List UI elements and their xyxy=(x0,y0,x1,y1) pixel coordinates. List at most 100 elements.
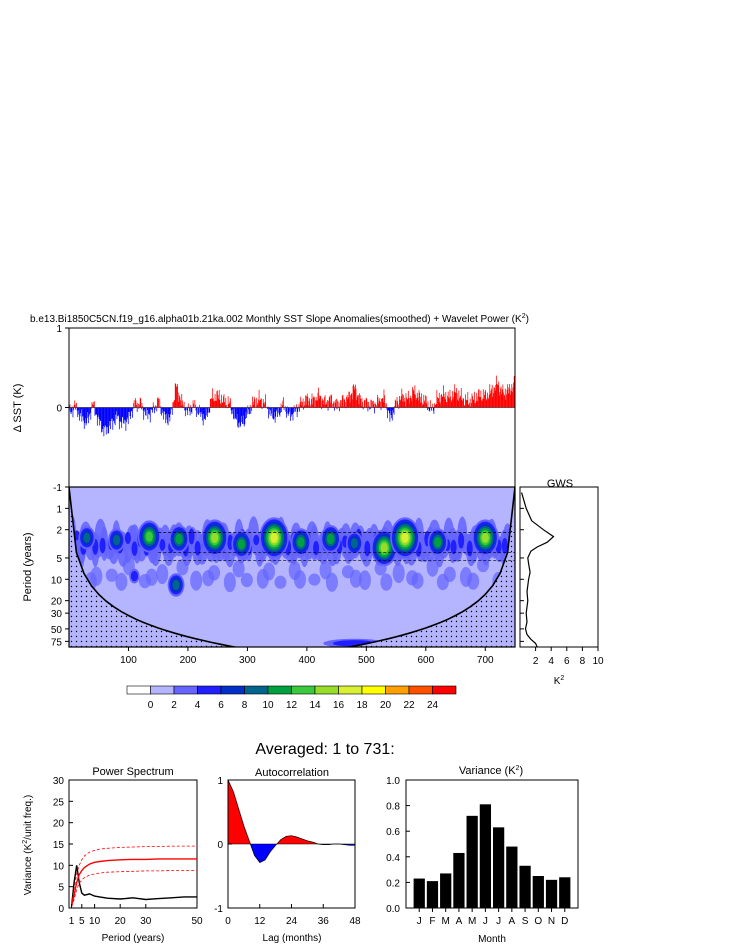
variance-bar xyxy=(440,873,452,908)
sst-bar xyxy=(290,407,292,417)
sst-bar xyxy=(401,388,403,408)
sst-bar xyxy=(130,407,131,419)
colorbar-label: 8 xyxy=(242,700,248,711)
sst-bar xyxy=(145,407,146,416)
sst-bar xyxy=(473,399,475,408)
sst-bar xyxy=(439,402,441,408)
sst-bar xyxy=(206,407,208,416)
sst-bar xyxy=(455,393,457,408)
ps-x-tick-label: 30 xyxy=(140,916,152,927)
sst-bar xyxy=(257,403,259,408)
ac-bar xyxy=(235,798,237,845)
ps-y-ticks: 0 5 10 15 20 25 30 xyxy=(53,776,73,915)
colorbar: 0 2 4 6 8 10 12 14 16 18 20 22 24 xyxy=(126,685,457,711)
sst-bar xyxy=(191,407,193,414)
sst-bar xyxy=(488,394,490,408)
sst-bar xyxy=(171,407,173,410)
ac-bar xyxy=(287,836,289,845)
sst-bar xyxy=(148,407,149,414)
sst-bar xyxy=(137,403,139,408)
sst-bar xyxy=(323,404,325,408)
wavelet-contour-blob xyxy=(466,540,473,557)
sst-bar xyxy=(243,407,244,416)
cone-of-influence-hatch xyxy=(69,487,515,647)
sst-bar xyxy=(467,391,469,408)
wavelet-contour-blob xyxy=(176,559,189,576)
sst-bar xyxy=(256,397,258,408)
ac-bar xyxy=(272,844,274,850)
sst-bar xyxy=(227,396,229,408)
wavelet-contour-blob xyxy=(105,568,118,582)
sst-bar xyxy=(121,407,123,418)
sst-bar xyxy=(418,400,419,408)
sst-bar xyxy=(204,407,206,420)
wavelet-x-tick-label: 500 xyxy=(358,655,375,666)
sst-bar xyxy=(303,405,305,408)
sst-bar xyxy=(81,407,83,422)
sst-bar xyxy=(315,396,317,408)
sst-bar xyxy=(432,403,434,408)
sst-bar xyxy=(491,384,493,408)
sst-bar xyxy=(155,405,157,408)
sst-bar xyxy=(414,385,416,408)
ps-y-tick-label: 15 xyxy=(53,840,65,851)
sst-bar xyxy=(134,407,136,409)
var-x-tick-label: N xyxy=(548,916,555,927)
sst-bar xyxy=(176,386,178,408)
sst-bar xyxy=(428,407,430,411)
colorbar-swatch xyxy=(197,685,222,695)
sst-bar xyxy=(82,407,84,417)
sst-bar xyxy=(92,405,94,408)
ac-xlabel: Lag (months) xyxy=(263,933,322,944)
sst-bar xyxy=(229,401,231,408)
sst-bar xyxy=(202,407,204,426)
sst-bar xyxy=(421,402,423,408)
sst-bar xyxy=(372,400,374,408)
sst-bar xyxy=(395,400,397,408)
sst-bar xyxy=(201,407,202,413)
sst-bar xyxy=(203,407,205,419)
ac-x-tick-label: 12 xyxy=(254,916,266,927)
sst-bar xyxy=(105,407,107,426)
var-x-tick-label: A xyxy=(509,916,516,927)
sst-bar xyxy=(189,407,191,416)
sst-bar xyxy=(122,407,124,417)
sst-bar xyxy=(317,392,319,408)
sst-bar xyxy=(217,394,219,408)
colorbar-swatch xyxy=(173,685,198,695)
sst-bar xyxy=(506,394,507,408)
sst-bar xyxy=(333,402,334,408)
sst-bar xyxy=(426,407,428,411)
sst-bar xyxy=(312,397,314,408)
sst-bar xyxy=(362,407,364,410)
sst-bar xyxy=(339,402,341,408)
sst-bar xyxy=(471,393,473,408)
sst-bar xyxy=(413,390,415,408)
wavelet-y-tick-label: 2 xyxy=(56,526,62,537)
ac-bar xyxy=(243,824,245,845)
ac-bar xyxy=(299,837,301,845)
sst-bar xyxy=(170,407,171,415)
sst-bar xyxy=(457,400,459,408)
sst-bar xyxy=(75,404,77,408)
wavelet-contour-blob xyxy=(232,560,245,578)
sst-bar xyxy=(398,407,400,409)
sst-anomaly-fill xyxy=(69,375,516,437)
sst-bar xyxy=(243,407,245,427)
sst-bar xyxy=(101,407,102,433)
wavelet-hotspot xyxy=(145,531,153,542)
sst-bar xyxy=(362,401,363,408)
sst-bar xyxy=(71,407,73,412)
sst-bar xyxy=(491,388,492,408)
sst-bar xyxy=(492,396,494,408)
sst-bar xyxy=(259,400,261,408)
sst-bar xyxy=(287,406,288,408)
sst-bar xyxy=(112,407,114,430)
ac-bar xyxy=(314,842,316,845)
sst-bar xyxy=(198,407,199,416)
sst-bar xyxy=(397,404,399,408)
wavelet-hotspot xyxy=(172,579,180,591)
sst-bar xyxy=(224,401,225,408)
sst-bar xyxy=(403,395,404,408)
